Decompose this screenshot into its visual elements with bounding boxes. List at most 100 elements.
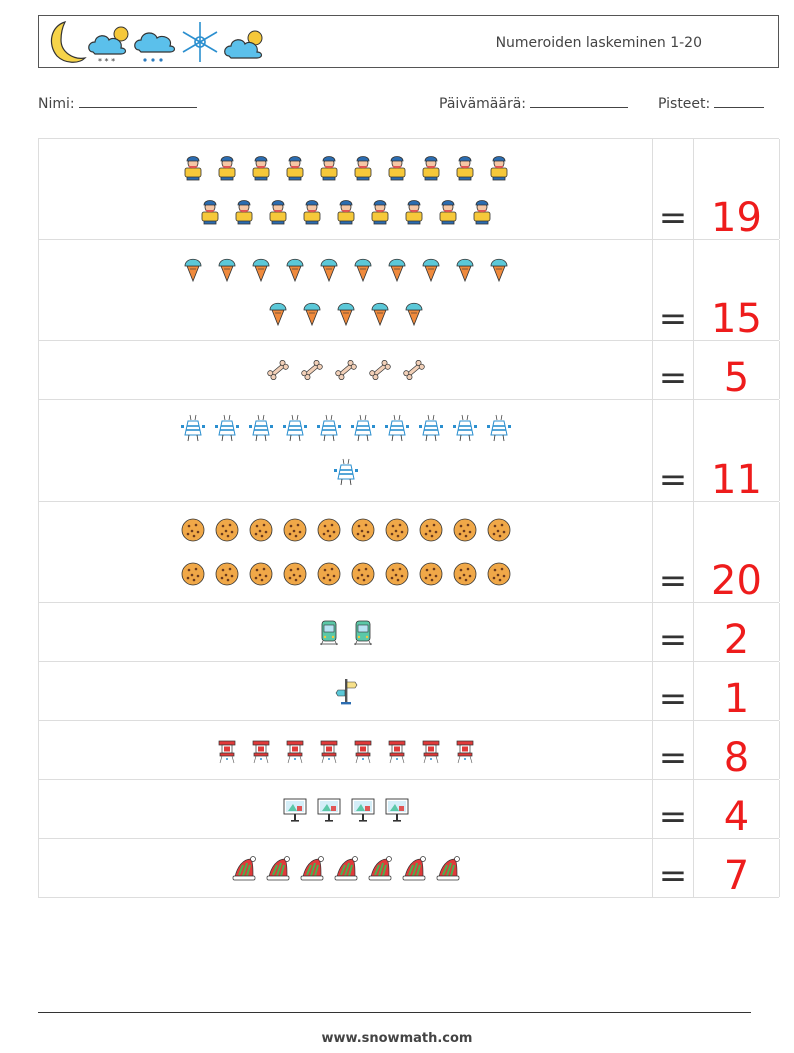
- cookie-icon: [317, 562, 340, 586]
- equals-cell: =: [653, 139, 694, 239]
- cookie-icon: [283, 562, 306, 586]
- equals-cell: =: [653, 839, 694, 897]
- exercise-row: = 4: [39, 780, 780, 839]
- worker-icon: [269, 200, 286, 225]
- robot-icon: [282, 414, 307, 442]
- lantern-icon: [422, 740, 439, 764]
- ice-cream-icon: [184, 258, 201, 283]
- icons-cell: [39, 400, 653, 501]
- answer-cell[interactable]: 5: [694, 341, 780, 399]
- train-icon: [319, 620, 338, 646]
- footer-url[interactable]: www.snowmath.com: [321, 1031, 473, 1046]
- lantern-icon: [218, 740, 235, 764]
- cookie-icon: [453, 562, 476, 586]
- score-field[interactable]: Pisteet:: [658, 94, 765, 112]
- robot-icon: [316, 414, 341, 442]
- santa-hat-icon: [402, 856, 426, 881]
- cookie-icon: [385, 562, 408, 586]
- equals-cell: =: [653, 240, 694, 340]
- answer-cell[interactable]: 11: [694, 400, 780, 501]
- ice-cream-icon: [252, 258, 269, 283]
- answer-value: 2: [723, 617, 750, 663]
- cookie-icon: [181, 562, 204, 586]
- train-icon: [353, 620, 372, 646]
- equals-cell: =: [653, 603, 694, 661]
- worker-icon: [405, 200, 422, 225]
- worker-icon: [473, 200, 490, 225]
- date-blank[interactable]: [530, 94, 628, 108]
- equals-sign: =: [658, 198, 688, 238]
- worker-icon: [252, 156, 269, 181]
- exercise-row: = 15: [39, 240, 780, 341]
- exercise-row: = 2: [39, 603, 780, 662]
- answer-cell[interactable]: 8: [694, 721, 780, 779]
- exercise-row: = 20: [39, 502, 780, 603]
- counting-grid: = 19 = 15: [38, 138, 780, 898]
- weather-icon-strip: * * *: [50, 21, 263, 66]
- cookie-icon: [283, 518, 306, 542]
- worker-icon: [303, 200, 320, 225]
- score-blank[interactable]: [714, 94, 765, 108]
- date-field[interactable]: Päivämäärä:: [439, 94, 628, 112]
- equals-sign: =: [658, 856, 688, 896]
- answer-cell[interactable]: 7: [694, 839, 780, 897]
- lantern-icon: [252, 740, 269, 764]
- answer-cell[interactable]: 15: [694, 240, 780, 340]
- answer-cell[interactable]: 1: [694, 662, 780, 720]
- worker-icon: [354, 156, 371, 181]
- billboard-icon: [351, 798, 374, 822]
- icons-cell: [39, 139, 653, 239]
- moon-icon: [50, 21, 87, 63]
- equals-cell: =: [653, 662, 694, 720]
- lantern-icon: [456, 740, 473, 764]
- name-blank[interactable]: [78, 94, 197, 108]
- worker-icon: [201, 200, 218, 225]
- equals-sign: =: [658, 460, 688, 500]
- equals-sign: =: [658, 738, 688, 778]
- santa-hat-icon: [300, 856, 324, 881]
- worksheet-title: Numeroiden laskeminen 1-20: [495, 35, 702, 51]
- robot-icon: [333, 458, 358, 486]
- exercise-row: = 19: [39, 139, 780, 240]
- robot-icon: [384, 414, 409, 442]
- name-field[interactable]: Nimi:: [38, 94, 197, 112]
- exercise-row: = 11: [39, 400, 780, 502]
- icons-cell: [39, 341, 653, 399]
- equals-sign: =: [658, 620, 688, 660]
- answer-value: 7: [723, 853, 750, 899]
- ice-cream-icon: [371, 302, 388, 327]
- answer-value: 20: [711, 558, 762, 604]
- answer-value: 1: [723, 676, 750, 722]
- lantern-icon: [388, 740, 405, 764]
- answer-cell[interactable]: 2: [694, 603, 780, 661]
- worker-icon: [337, 200, 354, 225]
- name-label: Nimi:: [38, 96, 75, 112]
- cloud-sun-snow-icon: * * *: [88, 26, 129, 66]
- cookie-icon: [419, 518, 442, 542]
- answer-value: 11: [711, 457, 762, 503]
- lantern-icon: [320, 740, 337, 764]
- bone-icon: [368, 359, 391, 381]
- bone-icon: [334, 359, 357, 381]
- score-label: Pisteet:: [658, 96, 711, 112]
- cookie-icon: [487, 562, 510, 586]
- ice-cream-icon: [337, 302, 354, 327]
- worker-icon: [235, 200, 252, 225]
- answer-cell[interactable]: 19: [694, 139, 780, 239]
- worker-icon: [371, 200, 388, 225]
- worksheet-header: * * * Numeroiden laskeminen 1-20: [38, 15, 779, 68]
- equals-cell: =: [653, 721, 694, 779]
- icons-cell: [39, 721, 653, 779]
- answer-cell[interactable]: 4: [694, 780, 780, 838]
- footer-divider: [38, 1012, 751, 1013]
- icons-cell: [39, 780, 653, 838]
- icons-cell: [39, 240, 653, 340]
- cookie-icon: [249, 518, 272, 542]
- worker-icon: [439, 200, 456, 225]
- icons-cell: [39, 603, 653, 661]
- answer-cell[interactable]: 20: [694, 502, 780, 602]
- robot-icon: [418, 414, 443, 442]
- answer-value: 8: [723, 735, 750, 781]
- date-label: Päivämäärä:: [439, 96, 526, 112]
- robot-icon: [350, 414, 375, 442]
